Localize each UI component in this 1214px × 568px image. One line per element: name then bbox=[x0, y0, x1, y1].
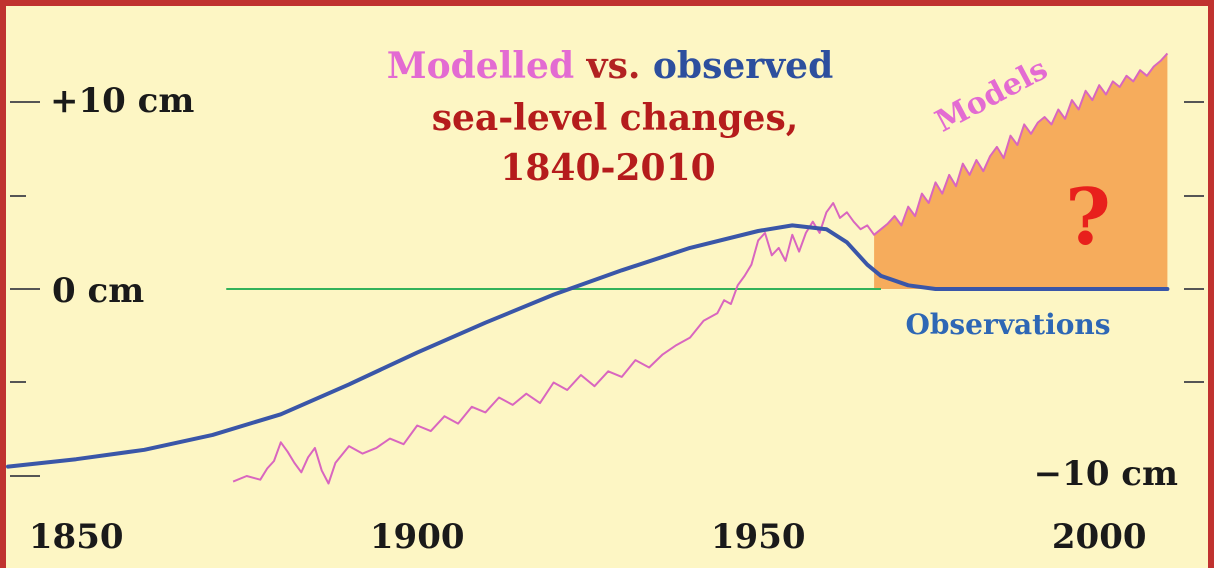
x-tick-label-2000: 2000 bbox=[1052, 517, 1147, 557]
title-vs: vs. bbox=[574, 45, 653, 87]
chart-title-line2: sea-level changes, bbox=[432, 97, 799, 139]
x-tick-labels: 1850 1900 1950 2000 bbox=[29, 517, 1147, 557]
chart-title-line1: Modelled vs. observed bbox=[387, 45, 834, 87]
y-tick-label-plus10: +10 cm bbox=[50, 81, 194, 121]
y-tick-label-zero: 0 cm bbox=[52, 271, 144, 311]
model-observation-gap-fill bbox=[874, 53, 1168, 290]
chart-title-line3: 1840-2010 bbox=[500, 147, 715, 189]
title-observed: observed bbox=[653, 45, 833, 87]
x-tick-label-1900: 1900 bbox=[370, 517, 465, 557]
y-tick-label-minus10: −10 cm bbox=[1034, 454, 1178, 494]
question-mark-annotation: ? bbox=[1065, 172, 1111, 263]
series-label-observations: Observations bbox=[905, 308, 1110, 341]
x-tick-label-1950: 1950 bbox=[711, 517, 806, 557]
observations-series-line bbox=[6, 223, 1170, 469]
title-modelled: Modelled bbox=[387, 45, 574, 87]
y-tick-marks bbox=[10, 101, 1204, 477]
x-tick-label-1850: 1850 bbox=[29, 517, 124, 557]
models-series-line bbox=[232, 52, 1169, 485]
